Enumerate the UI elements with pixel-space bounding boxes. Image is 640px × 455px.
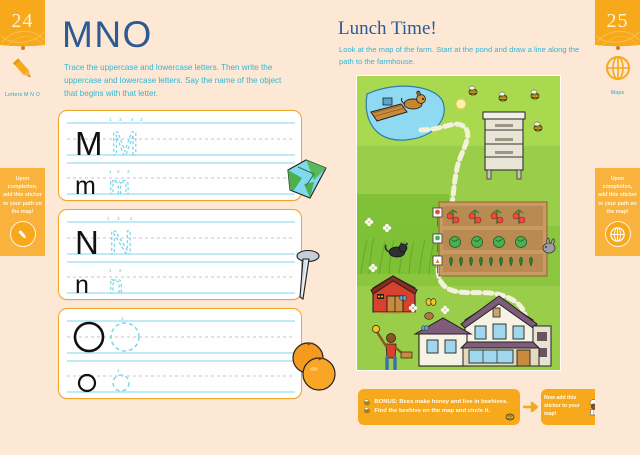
svg-text:2: 2 [130, 216, 133, 221]
instructions-right: Look at the map of the farm. Start at th… [339, 45, 580, 67]
trace-rows: M M 1 3 4 2 m m 1 2 3 [52, 109, 336, 399]
left-sticker-note: Upon completion, add this sticker to you… [0, 168, 45, 257]
now-add-sticker-box: Now add this sticker to your map! [541, 389, 603, 425]
page-title-right: Lunch Time! [338, 18, 437, 39]
svg-text:N: N [109, 224, 133, 261]
svg-text:n: n [109, 271, 123, 299]
accent-dot-right [615, 46, 620, 50]
farm-map[interactable] [356, 75, 561, 372]
svg-text:M: M [75, 125, 103, 162]
svg-text:1: 1 [109, 117, 112, 122]
right-sticker-note-text: Upon completion, add this sticker to you… [598, 176, 637, 215]
svg-text:1: 1 [109, 169, 112, 174]
svg-text:n: n [75, 271, 89, 299]
right-page-content: Lunch Time! Look at the map of the farm.… [330, 0, 588, 455]
arrow-right-icon [523, 401, 538, 413]
globe-icon [605, 56, 630, 80]
bonus-row: BONUS: Bees make honey and live in beehi… [358, 389, 603, 425]
svg-text:m: m [75, 172, 96, 200]
svg-text:2: 2 [117, 169, 120, 174]
svg-text:m: m [109, 172, 130, 200]
bee-icon [364, 399, 370, 414]
left-page-content: MNO Trace the uppercase and lowercase le… [52, 0, 336, 455]
swirl-decoration-right [595, 30, 640, 48]
svg-text:4: 4 [131, 117, 134, 122]
page-title-left: MNO [62, 14, 153, 55]
trace-card-m[interactable]: M M 1 3 4 2 m m 1 2 3 [58, 109, 302, 201]
svg-text:1: 1 [107, 216, 110, 221]
trace-card-n[interactable]: N N 1 3 2 n n 1 2 [58, 208, 302, 300]
trace-card-o[interactable]: 1 1 [58, 307, 302, 399]
svg-text:N: N [75, 224, 99, 261]
globe-badge-icon [604, 221, 631, 248]
bee-icon-corner [505, 413, 515, 421]
left-sticker-note-text: Upon completion, add this sticker to you… [3, 176, 42, 215]
accent-dot-left [20, 46, 25, 50]
svg-text:2: 2 [119, 268, 122, 273]
svg-text:3: 3 [127, 169, 130, 174]
pencil-badge-icon [9, 221, 36, 248]
svg-text:3: 3 [117, 216, 120, 221]
right-rail: 25 Maps Upon completion, add this sticke… [595, 0, 640, 455]
page-number-left: 24 [0, 0, 45, 42]
svg-text:1: 1 [121, 316, 124, 321]
svg-text:1: 1 [117, 368, 120, 373]
left-rail-icon-group: Letters M N O [0, 54, 45, 98]
right-rail-icon-group: Maps [595, 54, 640, 96]
pencil-icon [12, 58, 30, 78]
bonus-text: BONUS: Bees make honey and live in beehi… [374, 398, 508, 414]
right-rail-label: Maps [610, 90, 625, 96]
left-rail: 24 Letters M N O Upon completion, add th… [0, 0, 45, 455]
swirl-decoration-left [0, 30, 45, 48]
now-add-text: Now add this sticker to your map! [544, 395, 580, 417]
svg-text:3: 3 [119, 117, 122, 122]
svg-text:2: 2 [140, 117, 143, 122]
svg-text:M: M [111, 125, 139, 162]
instructions-left: Trace the uppercase and lowercase letter… [64, 63, 282, 99]
left-rail-label: Letters M N O [5, 92, 40, 98]
right-sticker-note: Upon completion, add this sticker to you… [595, 168, 640, 257]
bonus-box: BONUS: Bees make honey and live in beehi… [358, 389, 520, 425]
svg-text:1: 1 [109, 268, 112, 273]
